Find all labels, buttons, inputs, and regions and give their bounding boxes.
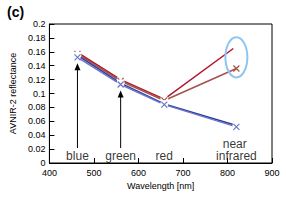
svg-text:0.02: 0.02 — [28, 144, 46, 154]
svg-text:green: green — [105, 149, 136, 163]
svg-text:0.18: 0.18 — [28, 33, 46, 43]
svg-text:500: 500 — [86, 168, 101, 178]
svg-text:AVNIR-2 reflectance: AVNIR-2 reflectance — [8, 53, 18, 134]
svg-text:900: 900 — [264, 168, 279, 178]
svg-text:red: red — [156, 149, 173, 163]
svg-text:0.14: 0.14 — [28, 61, 46, 71]
svg-text:0: 0 — [40, 158, 45, 168]
svg-text:800: 800 — [220, 168, 235, 178]
svg-text:700: 700 — [175, 168, 190, 178]
svg-text:0.1: 0.1 — [33, 89, 46, 99]
svg-text:near: near — [222, 137, 251, 152]
svg-text:infrared: infrared — [216, 149, 257, 163]
svg-text:0.08: 0.08 — [28, 102, 46, 112]
svg-text:400: 400 — [42, 168, 57, 178]
svg-text:0.04: 0.04 — [28, 130, 46, 140]
svg-text:0.16: 0.16 — [28, 47, 46, 57]
svg-text:blue: blue — [66, 149, 89, 163]
svg-text:600: 600 — [131, 168, 146, 178]
svg-text:0.2: 0.2 — [33, 19, 46, 29]
svg-text:0.12: 0.12 — [28, 75, 46, 85]
svg-text:0.06: 0.06 — [28, 116, 46, 126]
svg-text:Wavelength [nm]: Wavelength [nm] — [127, 181, 194, 191]
svg-text:(c): (c) — [7, 4, 24, 20]
